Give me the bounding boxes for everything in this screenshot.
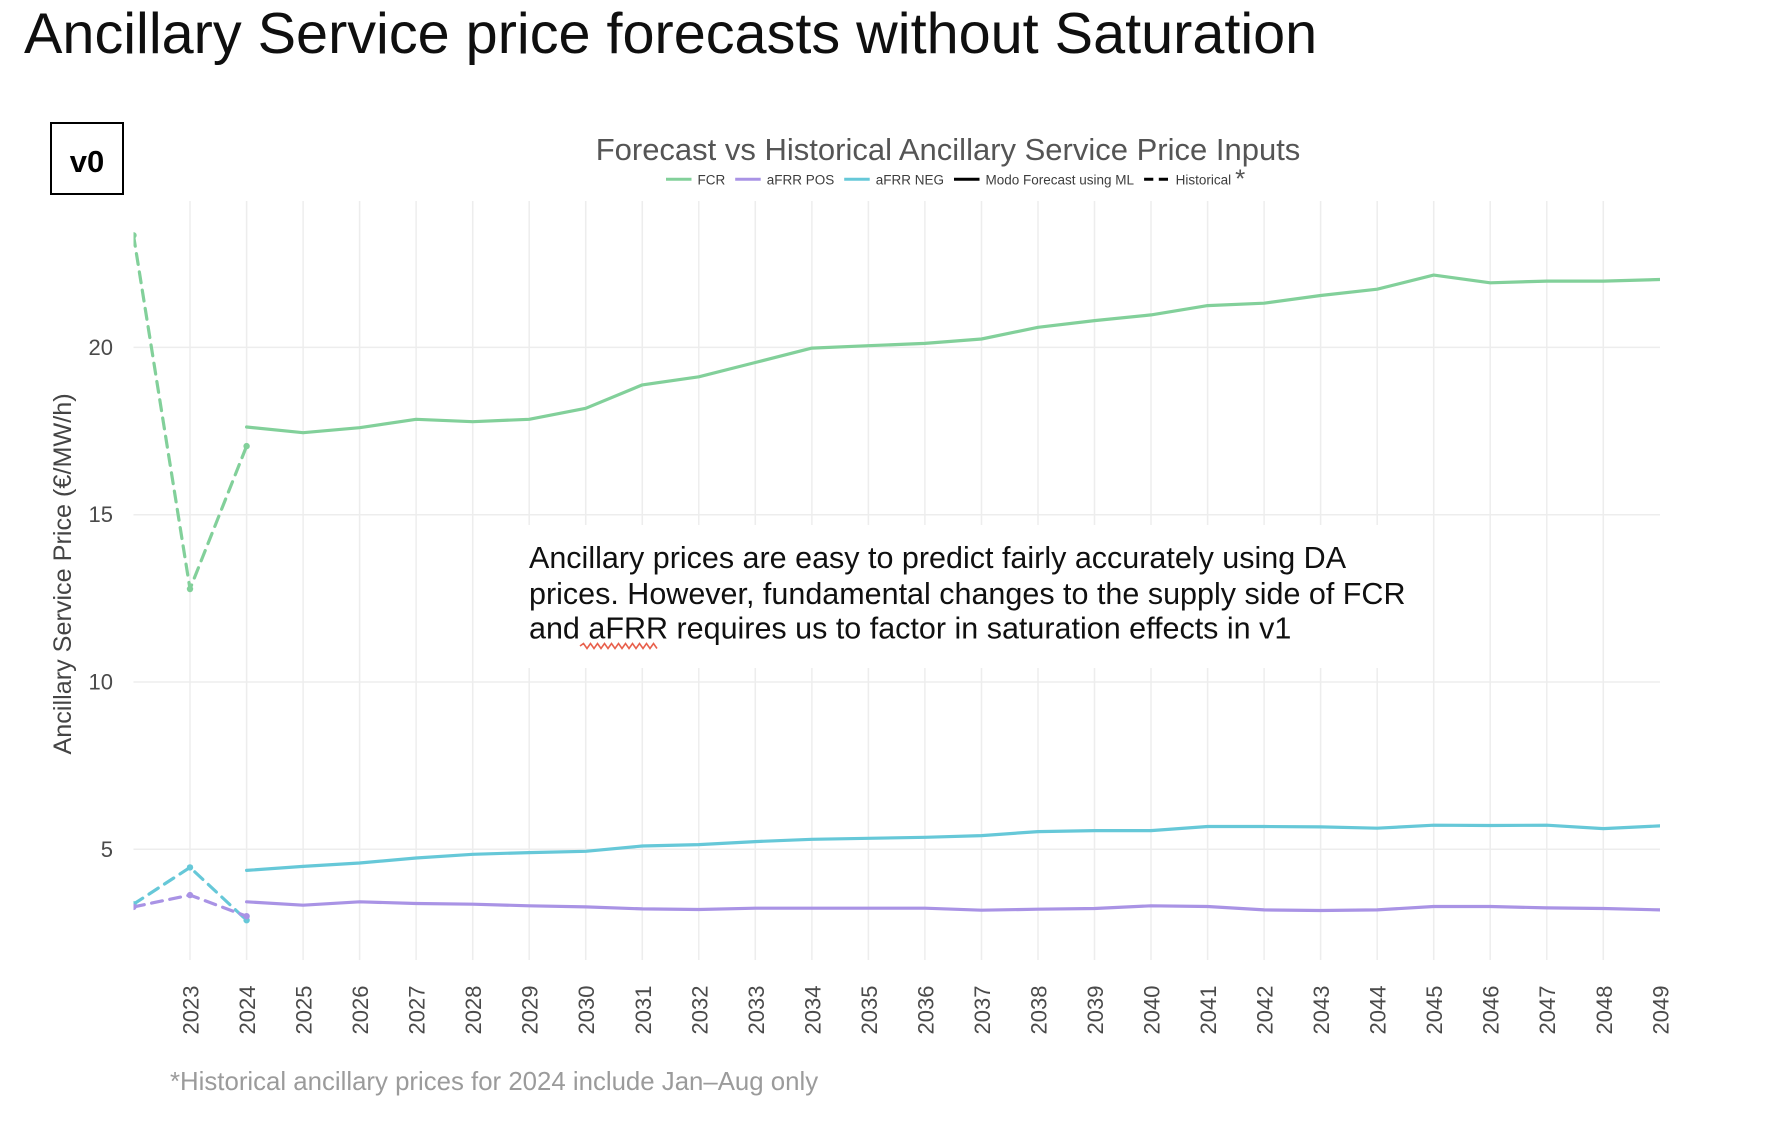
svg-text:2033: 2033 bbox=[744, 986, 769, 1035]
svg-text:2023: 2023 bbox=[179, 986, 204, 1035]
svg-text:2048: 2048 bbox=[1592, 986, 1617, 1035]
svg-text:2035: 2035 bbox=[857, 986, 882, 1035]
svg-text:FCR: FCR bbox=[698, 172, 726, 187]
svg-text:Forecast vs Historical Ancilla: Forecast vs Historical Ancillary Service… bbox=[596, 132, 1301, 167]
svg-text:aFRR POS: aFRR POS bbox=[767, 172, 835, 187]
svg-text:2039: 2039 bbox=[1083, 986, 1108, 1035]
svg-text:Ancillary Service Price (€/MW/: Ancillary Service Price (€/MW/h) bbox=[49, 393, 77, 754]
svg-text:20: 20 bbox=[89, 335, 113, 360]
svg-text:Modo Forecast using ML: Modo Forecast using ML bbox=[986, 172, 1135, 187]
svg-text:2036: 2036 bbox=[913, 986, 938, 1035]
svg-text:2027: 2027 bbox=[405, 986, 430, 1035]
svg-text:2049: 2049 bbox=[1648, 986, 1673, 1035]
svg-text:2046: 2046 bbox=[1479, 986, 1504, 1035]
svg-text:2044: 2044 bbox=[1366, 986, 1391, 1035]
svg-text:2028: 2028 bbox=[461, 986, 486, 1035]
svg-text:*: * bbox=[1235, 163, 1245, 193]
svg-text:2037: 2037 bbox=[970, 986, 995, 1035]
svg-text:2026: 2026 bbox=[348, 986, 373, 1035]
svg-text:prices. However, fundamental c: prices. However, fundamental changes to … bbox=[529, 577, 1406, 611]
svg-text:5: 5 bbox=[101, 837, 113, 862]
svg-text:2025: 2025 bbox=[292, 986, 317, 1035]
svg-text:15: 15 bbox=[89, 502, 113, 527]
svg-text:2043: 2043 bbox=[1309, 986, 1334, 1035]
svg-text:2032: 2032 bbox=[687, 986, 712, 1035]
svg-text:2030: 2030 bbox=[574, 986, 599, 1035]
svg-text:2041: 2041 bbox=[1196, 986, 1221, 1035]
svg-text:2029: 2029 bbox=[518, 986, 543, 1035]
svg-text:2045: 2045 bbox=[1422, 986, 1447, 1035]
svg-text:2031: 2031 bbox=[631, 986, 656, 1035]
svg-text:10: 10 bbox=[89, 670, 113, 695]
svg-text:2047: 2047 bbox=[1535, 986, 1560, 1035]
svg-text:*Historical ancillary prices f: *Historical ancillary prices for 2024 in… bbox=[170, 1068, 818, 1096]
svg-text:2038: 2038 bbox=[1027, 986, 1052, 1035]
svg-text:2042: 2042 bbox=[1253, 986, 1278, 1035]
svg-text:and aFRR requires us to factor: and aFRR requires us to factor in satura… bbox=[529, 612, 1291, 646]
svg-text:2024: 2024 bbox=[235, 986, 260, 1035]
svg-text:2040: 2040 bbox=[1140, 986, 1165, 1035]
svg-text:Ancillary prices are easy to p: Ancillary prices are easy to predict fai… bbox=[529, 541, 1347, 575]
svg-text:Historical: Historical bbox=[1176, 172, 1232, 187]
svg-text:aFRR NEG: aFRR NEG bbox=[876, 172, 944, 187]
svg-text:2034: 2034 bbox=[800, 986, 825, 1035]
